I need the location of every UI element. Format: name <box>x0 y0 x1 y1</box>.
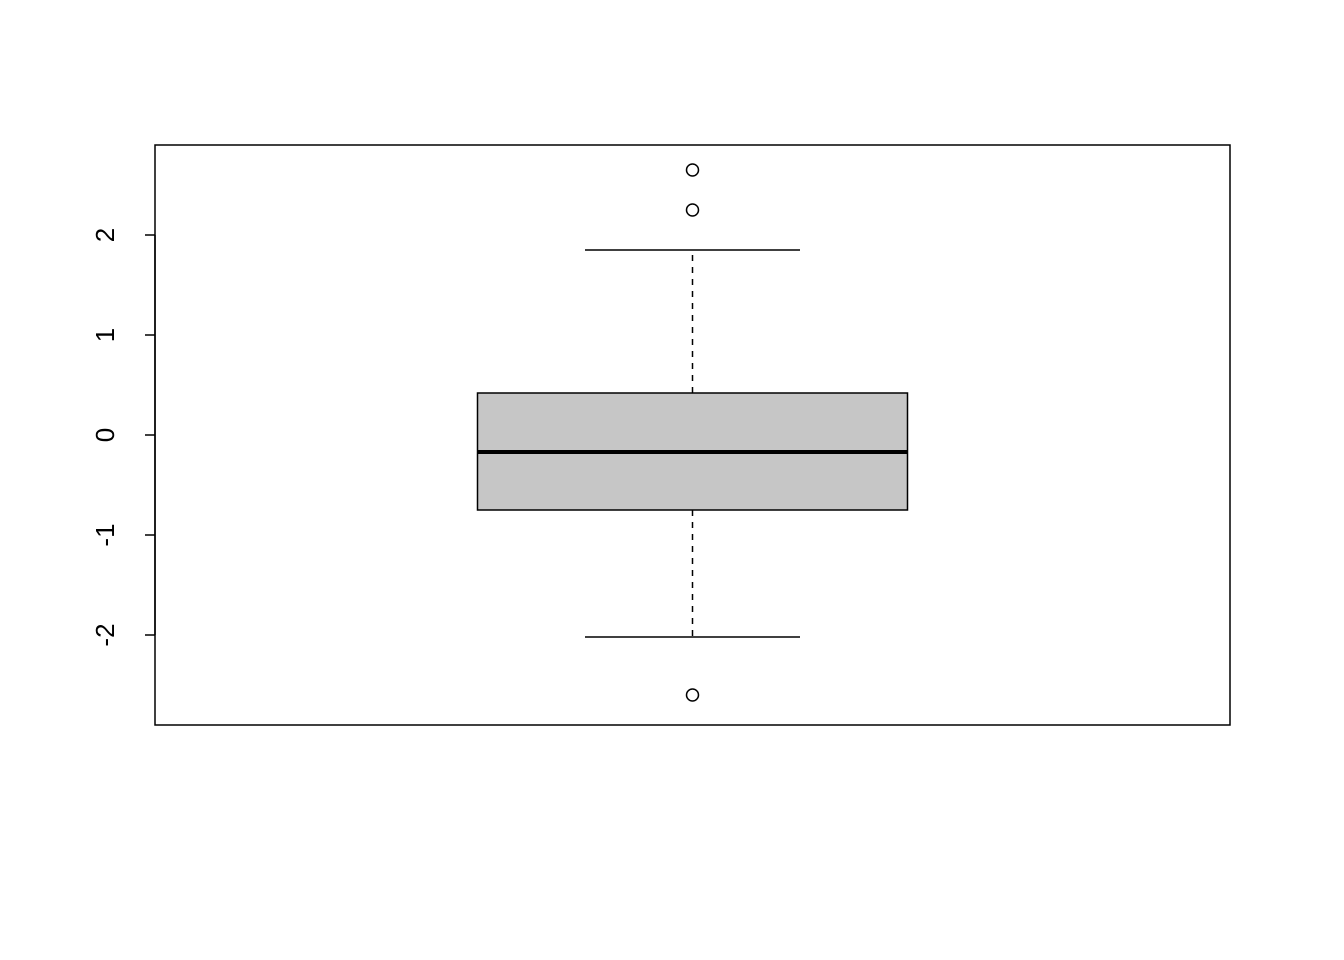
chart-svg: -2 -1 0 1 2 <box>0 0 1344 960</box>
y-axis-tick-label: 0 <box>90 428 120 442</box>
y-axis-tick-label: -1 <box>90 523 120 546</box>
y-axis-tick-label: -2 <box>90 623 120 646</box>
boxplot-chart: -2 -1 0 1 2 <box>0 0 1344 960</box>
y-axis-tick-label: 1 <box>90 328 120 342</box>
y-axis-tick-label: 2 <box>90 228 120 242</box>
